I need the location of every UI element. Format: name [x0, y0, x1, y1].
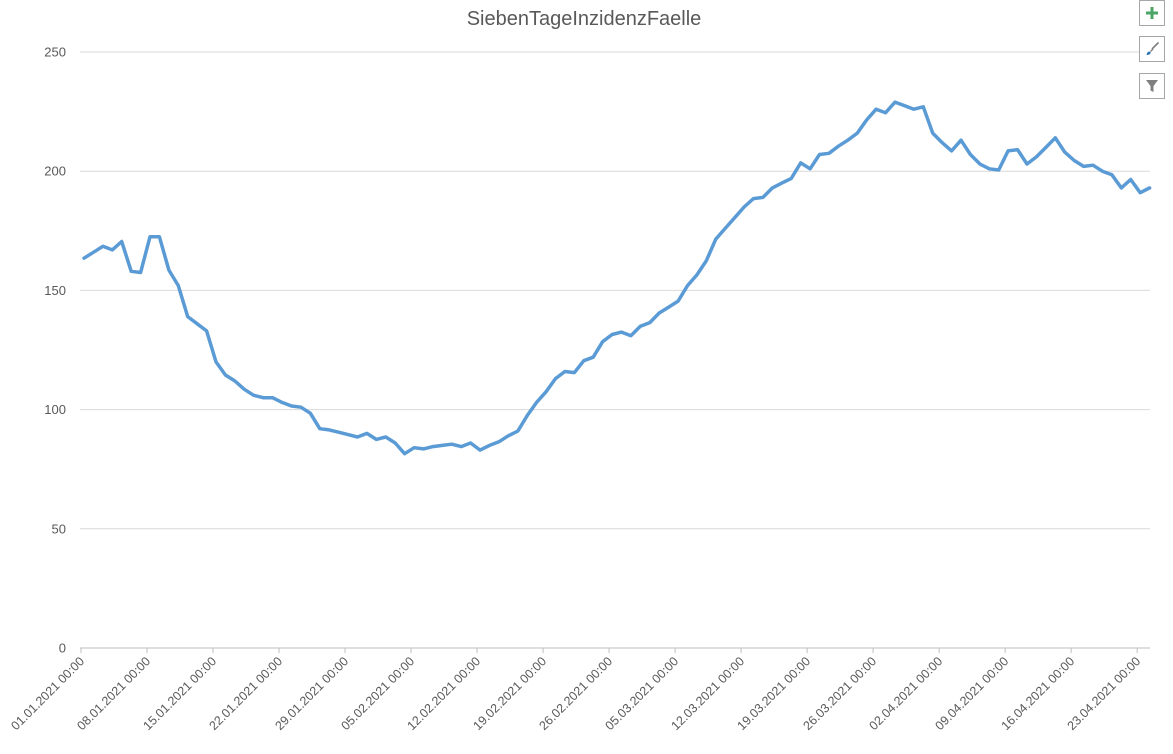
chart-filters-button[interactable]	[1139, 73, 1165, 99]
filter-icon	[1146, 80, 1158, 92]
x-tick-label: 23.04.2021 00:00	[1065, 654, 1144, 733]
series-line	[82, 100, 1152, 456]
y-tick-label: 100	[44, 402, 66, 417]
x-axis	[80, 647, 1150, 653]
plus-icon	[1146, 7, 1158, 19]
y-tick-label: 150	[44, 283, 66, 298]
chart-elements-button[interactable]	[1139, 0, 1165, 26]
brush-icon	[1146, 41, 1160, 55]
y-tick-label: 250	[44, 45, 66, 60]
gridlines	[80, 51, 1150, 530]
y-tick-label: 200	[44, 164, 66, 179]
y-tick-label: 0	[59, 641, 66, 656]
y-axis-tick-labels: 0 50 100 150 200 250	[44, 45, 66, 656]
chart-styles-button[interactable]	[1139, 36, 1165, 62]
y-tick-label: 50	[52, 521, 66, 536]
series-layer	[82, 100, 1152, 456]
chart-title: SiebenTageInzidenzFaelle	[467, 8, 702, 30]
